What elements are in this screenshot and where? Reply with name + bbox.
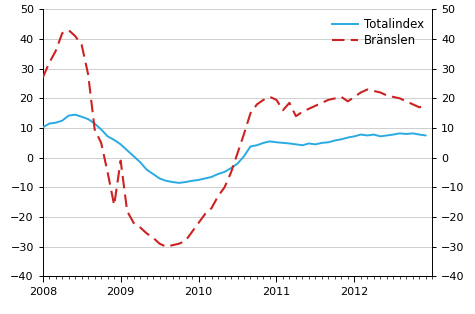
Legend: Totalindex, Bränslen: Totalindex, Bränslen — [330, 15, 427, 50]
